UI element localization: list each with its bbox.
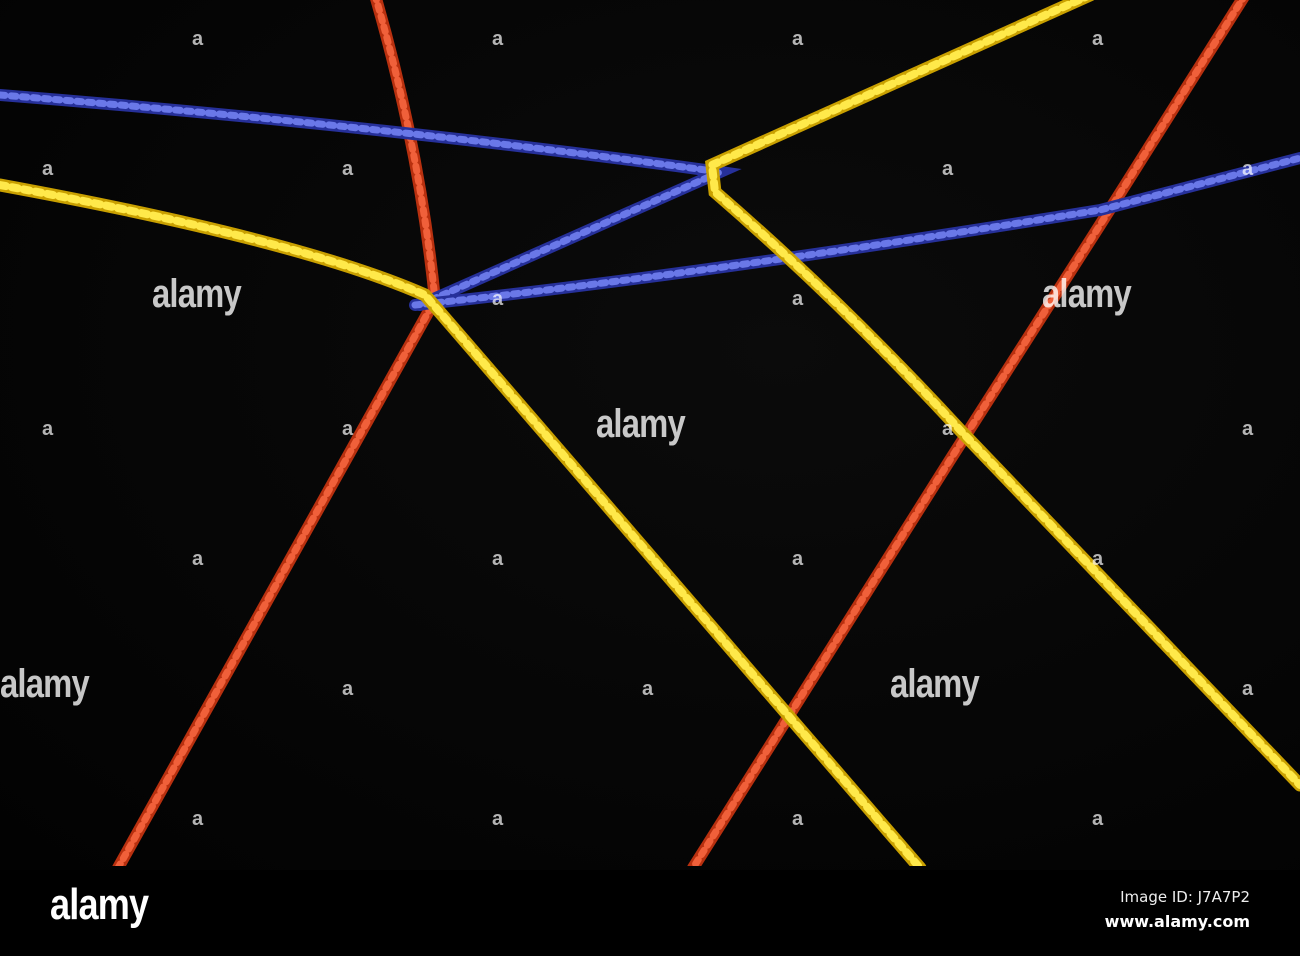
watermark-mark: a: [792, 288, 804, 310]
red-rope-right: [687, 0, 1249, 866]
watermark-mark: a: [192, 28, 204, 50]
watermark-mark: a: [942, 158, 954, 180]
photo-background: [0, 0, 1300, 870]
watermark-mark: a: [342, 158, 354, 180]
watermark: alamy: [152, 272, 242, 316]
yellow-rope-left: [0, 178, 927, 866]
watermark-mark: a: [1092, 808, 1104, 830]
watermark-mark: a: [1092, 28, 1104, 50]
watermark-mark: a: [492, 808, 504, 830]
site-url: www.alamy.com: [1104, 912, 1250, 931]
watermark-mark: a: [1242, 158, 1254, 180]
watermark-mark: a: [792, 28, 804, 50]
blue-rope-bottom: [409, 152, 1300, 311]
image-id: Image ID: J7A7P2: [1120, 888, 1250, 906]
watermark-mark: a: [42, 418, 54, 440]
watermark-mark: a: [192, 548, 204, 570]
watermark-mark: a: [192, 808, 204, 830]
ropes-illustration: [0, 0, 1300, 866]
red-rope-left: [112, 0, 442, 866]
watermark-mark: a: [342, 418, 354, 440]
watermark-mark: a: [792, 548, 804, 570]
yellow-rope-right: [705, 0, 1300, 792]
watermark-mark: a: [492, 548, 504, 570]
watermark: alamy: [596, 402, 686, 446]
watermark-mark: a: [492, 288, 504, 310]
watermark-mark: a: [492, 28, 504, 50]
watermark-mark: a: [942, 418, 954, 440]
watermark-mark: a: [1092, 548, 1104, 570]
blue-rope-top: [0, 89, 742, 311]
watermark-mark: a: [42, 158, 54, 180]
watermark-mark: a: [1242, 418, 1254, 440]
watermark: alamy: [1042, 272, 1132, 316]
footer-bar: [0, 870, 1300, 956]
watermark-mark: a: [642, 678, 654, 700]
alamy-logo: alamy: [50, 880, 149, 929]
watermark-mark: a: [792, 808, 804, 830]
watermark-mark: a: [1242, 678, 1254, 700]
watermark-mark: a: [342, 678, 354, 700]
watermark: alamy: [0, 662, 90, 706]
watermark: alamy: [890, 662, 980, 706]
